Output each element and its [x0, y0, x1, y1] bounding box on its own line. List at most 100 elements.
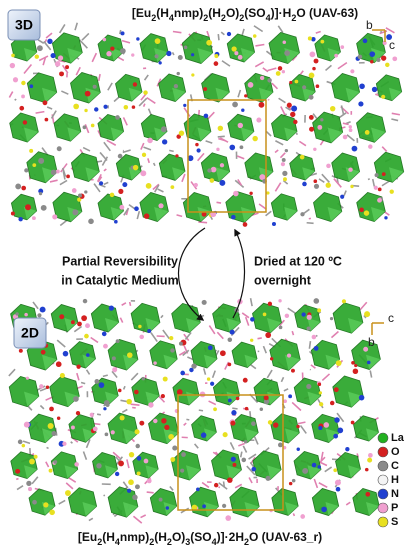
- atom: [340, 194, 345, 199]
- atom: [364, 130, 370, 135]
- formula: [Eu2(H4nmp)2(H2O)2(SO4)]·H2O (UAV-63): [132, 6, 358, 23]
- atom: [160, 394, 165, 399]
- polyhedron-face: [307, 465, 321, 479]
- subscript: 2: [244, 537, 249, 547]
- atom: [313, 298, 320, 304]
- polyhedron: [331, 152, 361, 182]
- atom: [49, 509, 55, 516]
- atom: [92, 84, 97, 89]
- subscript: 4: [212, 537, 217, 547]
- atom: [311, 36, 316, 42]
- atom: [348, 125, 352, 129]
- bond: [241, 28, 245, 36]
- atom: [299, 154, 305, 160]
- bond: [74, 22, 79, 31]
- atom: [277, 442, 283, 448]
- atom: [119, 204, 125, 210]
- atom: [143, 213, 150, 219]
- atom: [202, 504, 206, 509]
- atom: [189, 367, 194, 373]
- atom: [206, 39, 213, 46]
- bond: [206, 111, 215, 120]
- bond: [73, 325, 83, 333]
- polyhedron-face: [325, 354, 340, 370]
- bond: [46, 446, 49, 450]
- bond: [244, 316, 250, 326]
- atom: [282, 40, 287, 45]
- polyhedron-face: [285, 428, 300, 443]
- atom: [293, 119, 298, 125]
- atom: [191, 363, 197, 369]
- bond: [112, 451, 122, 461]
- bond: [345, 501, 351, 506]
- atom: [234, 51, 239, 56]
- atom: [219, 179, 226, 186]
- atom: [191, 504, 198, 511]
- polyhedron-face: [244, 354, 257, 368]
- bond: [201, 481, 210, 489]
- atom: [318, 391, 323, 395]
- polyhedron-face: [215, 167, 230, 182]
- atom: [55, 361, 62, 368]
- bond: [375, 93, 380, 97]
- bond: [280, 376, 285, 383]
- atom: [325, 182, 331, 188]
- axis-label: c: [388, 311, 394, 325]
- polyhedron-face: [24, 207, 37, 220]
- bond: [330, 330, 339, 339]
- atom: [187, 155, 194, 162]
- atom: [19, 105, 25, 111]
- atom: [329, 105, 336, 112]
- polyhedron-face: [204, 354, 217, 369]
- polyhedron: [225, 191, 257, 223]
- atom: [66, 174, 70, 179]
- atom: [55, 169, 60, 174]
- atom: [43, 502, 49, 508]
- atom: [139, 420, 145, 426]
- atom: [71, 188, 77, 193]
- bond: [102, 374, 108, 378]
- formula-part: )]·2H: [217, 530, 244, 544]
- unit-cell: [177, 394, 284, 511]
- atom: [312, 66, 316, 71]
- atom: [18, 348, 23, 353]
- bond: [171, 52, 175, 56]
- bond: [218, 482, 228, 490]
- bond: [343, 190, 347, 197]
- atom: [263, 395, 269, 401]
- atom: [320, 118, 324, 122]
- atom: [265, 475, 271, 481]
- bond: [218, 486, 221, 489]
- bond: [299, 70, 304, 75]
- polyhedron: [331, 73, 361, 103]
- polyhedron-face: [240, 207, 256, 223]
- bond: [242, 445, 248, 453]
- bond: [152, 162, 156, 167]
- atom: [384, 216, 388, 220]
- bond: [85, 439, 91, 449]
- atom: [256, 117, 262, 123]
- caption: Dried at 120 ºC: [254, 254, 342, 268]
- atom: [380, 55, 387, 61]
- bond: [115, 456, 124, 466]
- atom: [118, 388, 122, 393]
- formula-part: (H: [154, 530, 167, 544]
- polyhedron: [158, 153, 186, 181]
- atom: [84, 190, 88, 194]
- atom: [21, 94, 25, 99]
- atom: [59, 372, 65, 379]
- bond: [234, 179, 245, 189]
- atom: [300, 212, 305, 217]
- bond: [246, 465, 256, 476]
- bond: [8, 91, 14, 98]
- bond: [140, 142, 145, 150]
- bond: [291, 330, 295, 336]
- bond: [267, 67, 277, 72]
- bond: [342, 122, 349, 126]
- atom: [169, 336, 174, 341]
- bond: [90, 336, 99, 344]
- atom: [203, 113, 209, 119]
- bond: [45, 32, 53, 39]
- atom: [135, 443, 140, 449]
